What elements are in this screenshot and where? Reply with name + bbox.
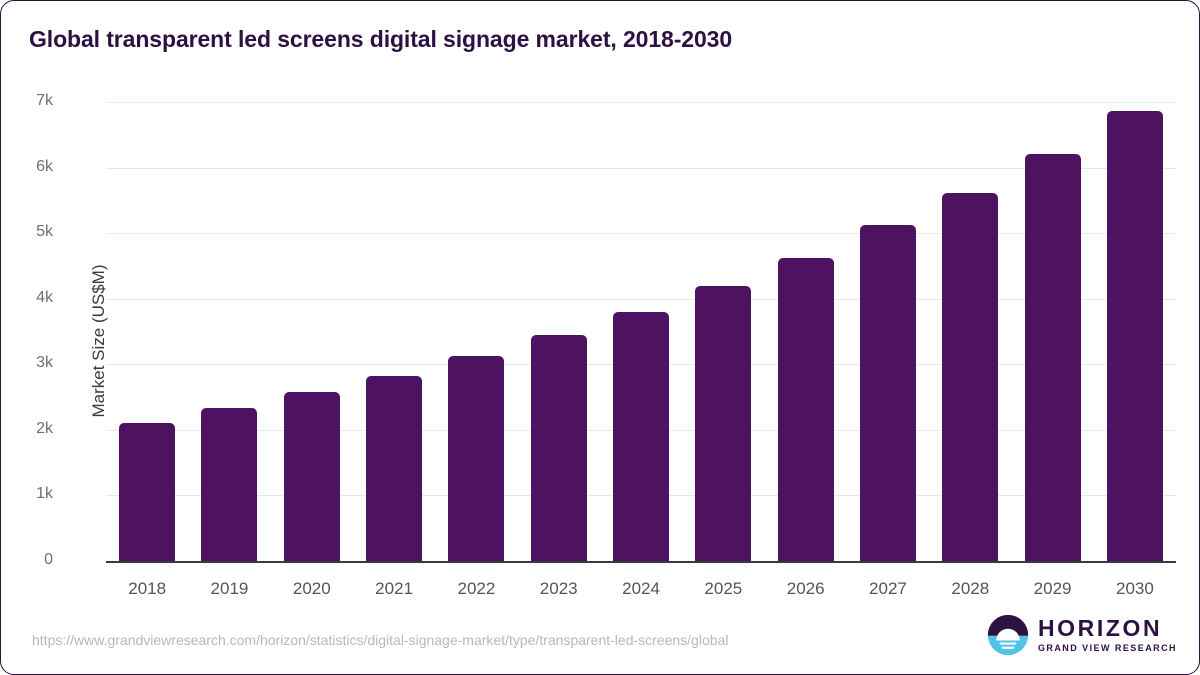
- bar-column[interactable]: 2020: [271, 102, 353, 598]
- bar-column[interactable]: 2024: [600, 102, 682, 598]
- bar[interactable]: [942, 192, 999, 561]
- gridline-rule: [106, 233, 1176, 235]
- bar[interactable]: [201, 408, 258, 561]
- gridline-rule: [106, 561, 1176, 563]
- bar[interactable]: [859, 224, 916, 561]
- bar[interactable]: [777, 258, 834, 561]
- x-axis-tick-label: 2028: [951, 579, 990, 598]
- bar-column[interactable]: 2025: [682, 102, 764, 598]
- x-axis-tick-label: 2022: [457, 579, 496, 598]
- y-axis-tick-label: 5k: [36, 223, 53, 241]
- source-url[interactable]: https://www.grandviewresearch.com/horizo…: [32, 632, 729, 648]
- gridline-rule: [106, 167, 1176, 169]
- x-axis-tick-label: 2019: [210, 579, 249, 598]
- bar-column[interactable]: 2026: [765, 102, 847, 598]
- bar-column[interactable]: 2028: [929, 102, 1011, 598]
- x-axis-tick-label: 2030: [1115, 579, 1154, 598]
- x-axis-tick-label: 2029: [1033, 579, 1072, 598]
- x-axis-tick-label: 2018: [128, 579, 167, 598]
- bar[interactable]: [119, 422, 176, 561]
- bar-column[interactable]: 2022: [435, 102, 517, 598]
- bar[interactable]: [1024, 153, 1081, 561]
- y-axis-tick-label: 6k: [36, 157, 53, 175]
- bar[interactable]: [695, 286, 752, 561]
- y-axis-tick-label: 7k: [36, 92, 53, 109]
- y-axis-tick-label: 4k: [36, 288, 53, 306]
- bar-series: 2018 2019 2020 2021 2022 2023 2024 2025 2026 2027…: [106, 102, 1176, 598]
- gridline-rule: [106, 298, 1176, 300]
- horizon-logo-text: HORIZON GRAND VIEW RESEARCH: [1038, 617, 1177, 653]
- bar[interactable]: [530, 335, 587, 561]
- x-axis-tick-label: 2026: [786, 579, 825, 598]
- y-gridline: 6k: [36, 158, 1176, 175]
- page-title: Global transparent led screens digital s…: [29, 26, 733, 52]
- bar-column[interactable]: 2021: [353, 102, 435, 598]
- x-axis-tick-label: 2024: [622, 579, 660, 598]
- bar-column[interactable]: 2023: [518, 102, 600, 598]
- bar-column[interactable]: 2029: [1011, 102, 1093, 598]
- y-gridline: 5k: [36, 223, 1176, 240]
- bar[interactable]: [1106, 110, 1163, 561]
- x-axis-tick-label: 2020: [292, 579, 331, 598]
- y-axis-tick-label: 3k: [36, 354, 53, 372]
- bar-column[interactable]: 2019: [188, 102, 270, 598]
- bar[interactable]: [283, 391, 340, 561]
- bar[interactable]: [366, 376, 423, 561]
- x-axis-tick-label: 2025: [704, 579, 743, 598]
- y-gridline: 0: [44, 551, 1176, 568]
- y-axis-tick-label: 0: [44, 551, 53, 568]
- x-axis-tick-label: 2023: [539, 579, 578, 598]
- bar[interactable]: [448, 356, 505, 561]
- y-axis-tick-label: 1k: [36, 485, 53, 503]
- y-axis-tick-label: 2k: [36, 419, 53, 437]
- x-axis-tick-label: 2027: [869, 579, 907, 598]
- horizon-logo: HORIZON GRAND VIEW RESEARCH: [987, 614, 1177, 656]
- y-gridline: 4k: [36, 289, 1176, 306]
- logo-wordmark: HORIZON: [1037, 615, 1163, 641]
- bar-column[interactable]: 2030: [1094, 102, 1176, 598]
- y-gridline: 7k: [36, 92, 1176, 109]
- bar-column[interactable]: 2018: [106, 102, 188, 598]
- horizon-logo-icon: [987, 614, 1029, 656]
- bar-column[interactable]: 2027: [847, 102, 929, 598]
- gridline-rule: [106, 102, 1176, 103]
- x-axis-tick-label: 2021: [375, 579, 413, 598]
- logo-tagline: GRAND VIEW RESEARCH: [1037, 643, 1177, 653]
- bar[interactable]: [613, 312, 670, 561]
